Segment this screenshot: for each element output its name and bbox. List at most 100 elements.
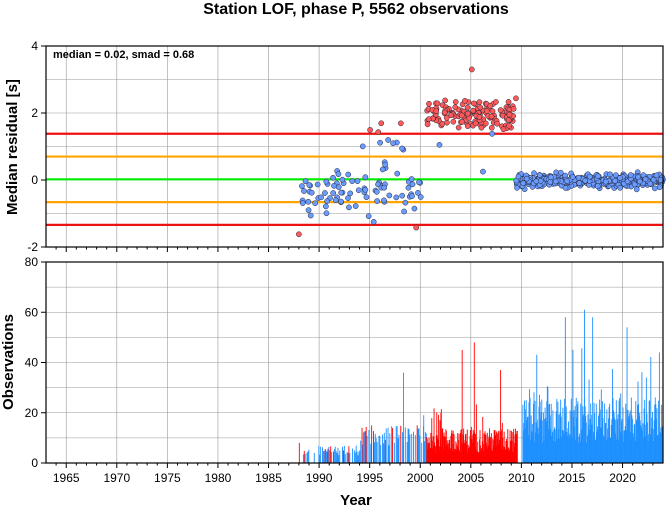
observation-bar — [609, 403, 611, 463]
observation-bar — [334, 446, 336, 463]
observation-bar — [456, 449, 458, 463]
residual-point — [346, 204, 352, 211]
observation-bar — [620, 393, 622, 463]
observation-bar — [454, 449, 456, 463]
residual-point — [464, 110, 471, 117]
residual-point — [480, 168, 486, 175]
observation-bar — [636, 419, 638, 463]
observation-bar — [435, 435, 437, 463]
residual-point — [653, 172, 660, 179]
observation-bar — [658, 400, 660, 463]
observation-bar — [625, 403, 627, 463]
observation-bar — [453, 434, 455, 463]
observation-bar — [478, 452, 480, 463]
residual-frame — [45, 45, 664, 248]
observation-bar — [544, 419, 546, 463]
observation-bar — [477, 452, 479, 463]
residual-point — [458, 112, 465, 119]
residual-point — [405, 184, 412, 191]
observation-bar — [348, 446, 350, 463]
observation-bar — [352, 448, 353, 463]
observation-bar — [445, 431, 447, 463]
residual-point — [452, 104, 459, 111]
residual-point — [335, 171, 342, 177]
observation-bar — [654, 404, 656, 463]
observation-bar — [423, 441, 425, 463]
observation-bar — [537, 427, 539, 463]
x-tick-label: 1970 — [103, 471, 130, 485]
residual-point — [390, 140, 396, 147]
observation-bar — [614, 418, 616, 463]
residual-point — [347, 190, 354, 197]
observation-bar — [396, 426, 398, 463]
observation-bar — [510, 448, 511, 463]
observation-bar — [545, 421, 547, 463]
observation-bar — [640, 428, 642, 463]
observation-bar — [568, 421, 569, 463]
observation-bar — [536, 354, 538, 463]
residual-point — [452, 99, 459, 105]
observation-bar — [654, 397, 656, 463]
observation-bar — [621, 433, 623, 463]
residual-point — [296, 231, 302, 238]
observation-bar — [356, 451, 358, 463]
observation-bar — [472, 434, 474, 463]
residual-point — [434, 100, 441, 107]
observation-bar — [547, 429, 549, 463]
observation-bar — [564, 317, 566, 463]
residual-point — [338, 189, 345, 196]
observation-bar — [589, 429, 591, 463]
residual-point — [381, 184, 388, 191]
observation-bar — [508, 447, 510, 463]
observation-bar — [572, 349, 574, 463]
residual-point — [533, 178, 540, 185]
observation-bar — [629, 413, 631, 463]
observation-bar — [603, 437, 605, 463]
observation-bar — [308, 449, 310, 463]
observation-bar — [480, 448, 482, 463]
observation-bar — [444, 436, 446, 463]
observation-bar — [612, 397, 614, 463]
observation-bar — [425, 433, 427, 463]
residual-point — [426, 100, 432, 107]
observation-bar — [505, 438, 507, 463]
observation-bar — [549, 415, 551, 463]
residual-y-label: Median residual [s] — [4, 79, 21, 215]
observation-bar — [475, 404, 477, 463]
observation-bar — [467, 444, 469, 463]
observation-bar — [379, 435, 381, 463]
residual-point — [408, 176, 415, 182]
observation-bar — [592, 317, 594, 463]
observation-bar — [639, 420, 641, 463]
observation-bar — [469, 446, 471, 463]
observation-bar — [545, 417, 547, 463]
observation-bar — [303, 450, 305, 463]
observation-bar — [473, 342, 475, 463]
observation-bar — [508, 449, 510, 463]
observation-bar — [373, 431, 374, 463]
observation-bar — [470, 430, 471, 463]
observation-bar — [523, 423, 525, 463]
observation-bar — [355, 445, 357, 463]
residual-point — [468, 66, 475, 73]
observation-bar — [525, 409, 527, 463]
residual-point — [500, 126, 507, 133]
observation-bar — [556, 438, 558, 463]
residual-point — [595, 173, 601, 179]
observation-bar — [593, 402, 595, 463]
observation-bar — [477, 441, 479, 463]
observation-bar — [454, 451, 456, 463]
observation-bar — [448, 448, 450, 463]
observation-bar — [559, 438, 561, 463]
observation-bar — [322, 447, 323, 463]
observation-bar — [590, 414, 592, 463]
observation-bar — [392, 428, 394, 463]
observation-bar — [536, 419, 538, 463]
observation-bar — [380, 444, 382, 463]
observation-bar — [541, 420, 543, 463]
observation-bar — [490, 448, 492, 463]
observation-bar — [494, 430, 496, 463]
observation-bar — [449, 439, 450, 463]
observation-bar — [469, 435, 471, 463]
observation-bar — [322, 451, 324, 463]
